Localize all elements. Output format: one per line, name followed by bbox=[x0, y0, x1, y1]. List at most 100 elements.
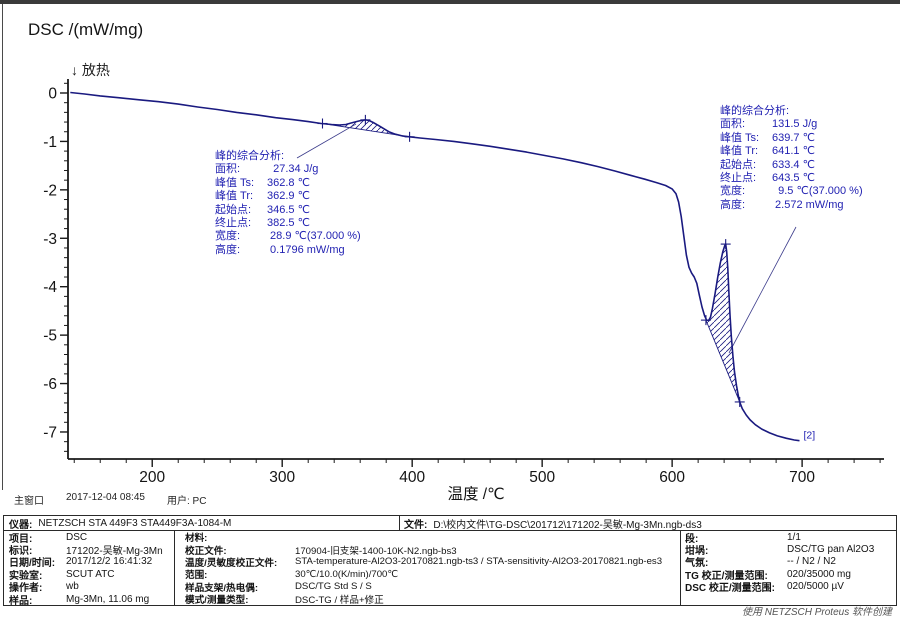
status-window-label: 主窗口 bbox=[14, 496, 44, 507]
peak-analysis-row: 终止点: 382.5 ℃ bbox=[215, 217, 361, 230]
info-label: 操作者: bbox=[9, 583, 43, 593]
peak-analysis-value: 643.5 ℃ bbox=[772, 172, 815, 185]
info-cell: 实验室: SCUT ATC bbox=[4, 568, 175, 581]
peak-analysis-label: 面积: bbox=[215, 163, 241, 176]
peak-analysis-label: 宽度: bbox=[720, 185, 746, 198]
plot-canvas[interactable]: 200 300 400 500 600 700 温度 /℃ 0 -1 -2 -3 -4 -5 -6 -7 [2… bbox=[0, 4, 900, 509]
measurement-info-table: 仪器: NETZSCH STA 449F3 STA449F3A-1084-M 文件:… bbox=[3, 515, 897, 607]
info-value: 2017/12/2 16:41:32 bbox=[66, 556, 153, 568]
info-label: 文件: bbox=[404, 519, 428, 531]
info-label: 日期/时间: bbox=[9, 558, 56, 569]
info-label: 实验室: bbox=[9, 570, 43, 581]
info-cell: 温度/灵敏度校正文件: STA-temperature-Al2O3-2017082… bbox=[175, 555, 681, 569]
y-tick-label: 0 bbox=[48, 85, 57, 102]
peak-analysis-label: 起始点: bbox=[215, 203, 252, 216]
x-tick-label: 700 bbox=[789, 469, 815, 486]
dsc-curve bbox=[70, 91, 800, 442]
proteus-credit: 使用 NETZSCH Proteus 软件创建 bbox=[741, 607, 892, 618]
peak-analysis-value: 27.34 J/g bbox=[267, 163, 319, 176]
info-cell: 日期/时间: 2017/12/2 16:41:32 bbox=[4, 555, 175, 569]
peak-analysis-row: 宽度: 9.5 ℃(37.000 %) bbox=[720, 185, 863, 198]
peak-analysis-label: 起始点: bbox=[720, 158, 757, 171]
peak-analysis-row: 高度: 0.1796 mW/mg bbox=[215, 244, 361, 257]
info-value: 170904-旧支架-1400-10K-N2.ngb-bs3 bbox=[295, 545, 457, 556]
peak-analysis-label: 峰值 Ts: bbox=[720, 131, 760, 144]
peak-analysis-row: 面积: 27.34 J/g bbox=[215, 163, 361, 176]
peak-analysis-value: 28.9 ℃(37.000 %) bbox=[267, 230, 361, 243]
window-left-edge bbox=[2, 4, 3, 490]
info-table-row: 日期/时间: 2017/12/2 16:41:32 温度/灵敏度校正文件: STA-t… bbox=[4, 555, 896, 569]
info-label: 温度/灵敏度校正文件: bbox=[185, 557, 278, 569]
peak-analysis-value: 639.7 ℃ bbox=[772, 131, 815, 144]
y-tick-label: -7 bbox=[43, 424, 57, 441]
info-table-row: 实验室: SCUT ATC 范围: 30℃/10.0(K/min)/700℃ TG 校正… bbox=[4, 568, 896, 581]
x-tick-label: 600 bbox=[659, 469, 685, 486]
x-tick-label: 200 bbox=[139, 469, 165, 486]
instrument-cell: 仪器: NETZSCH STA 449F3 STA449F3A-1084-M bbox=[4, 516, 400, 530]
dsc-thermogram[interactable]: DSC /(mW/mg) ↓ 放热 200 300 400 500 600 700 温度 /… bbox=[0, 4, 900, 509]
status-user: 用户: PC bbox=[166, 496, 207, 507]
info-value: 1/1 bbox=[787, 531, 801, 543]
x-tick-label: 500 bbox=[529, 469, 555, 486]
peak-analysis-row: 面积: 131.5 J/g bbox=[720, 118, 863, 131]
x-tick-label: 400 bbox=[399, 469, 425, 486]
peak-analysis-value: 2.572 mW/mg bbox=[772, 198, 844, 211]
peak-analysis-value: 131.5 J/g bbox=[772, 118, 818, 131]
y-tick-label: -2 bbox=[43, 182, 57, 199]
info-cell: 段: 1/1 bbox=[681, 531, 896, 544]
peak-leader-line-1 bbox=[296, 123, 357, 159]
info-cell: 项目: DSC bbox=[4, 531, 175, 544]
peak-analysis-row: 起始点: 346.5 ℃ bbox=[215, 204, 361, 217]
info-cell: 气氛: -- / N2 / N2 bbox=[681, 556, 896, 568]
peak-analysis-value: 346.5 ℃ bbox=[267, 203, 310, 216]
info-cell: 样品: Mg-3Mn, 11.06 mg bbox=[4, 592, 175, 606]
info-label: 标识: bbox=[9, 546, 33, 556]
info-cell: TG 校正/测量范围: 020/35000 mg bbox=[681, 568, 896, 581]
info-value: Mg-3Mn, 11.06 mg bbox=[66, 593, 150, 605]
peak-analysis-box-2[interactable]: 峰的综合分析: 面积: 131.5 J/g 峰值 Ts: 639.7 ℃ 峰值 Tr: 64… bbox=[720, 105, 863, 212]
x-tick-label: 300 bbox=[269, 469, 295, 486]
peak-analysis-value: 641.1 ℃ bbox=[772, 145, 815, 158]
info-cell: 校正文件: 170904-旧支架-1400-10K-N2.ngb-bs3 bbox=[175, 543, 681, 556]
peak-analysis-value: 362.9 ℃ bbox=[267, 190, 310, 203]
info-label: 仪器: bbox=[9, 519, 33, 531]
peak-analysis-row: 峰值 Tr: 641.1 ℃ bbox=[720, 145, 863, 158]
info-value: DSC/TG pan Al2O3 bbox=[787, 544, 875, 556]
info-label: 样品支架/热电偶: bbox=[185, 582, 259, 593]
peak-analysis-row: 起始点: 633.4 ℃ bbox=[720, 159, 863, 172]
info-label: 段: bbox=[685, 533, 699, 544]
peak-analysis-box-1[interactable]: 峰的综合分析: 面积: 27.34 J/g 峰值 Ts: 362.8 ℃ 峰值 Tr: 3… bbox=[215, 150, 361, 257]
peak-analysis-label: 高度: bbox=[215, 243, 241, 256]
info-value: NETZSCH STA 449F3 STA449F3A-1084-M bbox=[38, 517, 232, 529]
peak-leader-line-2 bbox=[728, 226, 797, 354]
peak-analysis-label: 高度: bbox=[720, 198, 746, 211]
info-value: wb bbox=[66, 581, 79, 593]
info-table-header-row: 仪器: NETZSCH STA 449F3 STA449F3A-1084-M 文件:… bbox=[4, 516, 896, 531]
info-cell: 坩埚: DSC/TG pan Al2O3 bbox=[681, 543, 896, 556]
info-label: 材料: bbox=[185, 533, 208, 544]
curve-index-label: [2] bbox=[804, 430, 816, 442]
peak-analysis-title: 峰的综合分析: bbox=[215, 150, 285, 162]
info-cell: 范围: 30℃/10.0(K/min)/700℃ bbox=[175, 568, 681, 581]
peak-analysis-row: 宽度: 28.9 ℃(37.000 %) bbox=[215, 230, 361, 243]
window-top-edge bbox=[0, 0, 900, 4]
info-value: DSC-TG / 样品+修正 bbox=[295, 595, 384, 606]
info-value: DSC/TG Std S / S bbox=[295, 581, 372, 593]
peak-analysis-row: 峰值 Ts: 362.8 ℃ bbox=[215, 177, 361, 190]
peak-analysis-label: 终止点: bbox=[215, 217, 252, 230]
info-value: 30℃/10.0(K/min)/700℃ bbox=[295, 568, 399, 580]
peak-analysis-value: 382.5 ℃ bbox=[267, 217, 310, 230]
info-label: 范围: bbox=[185, 570, 208, 581]
y-tick-label: -5 bbox=[43, 328, 57, 345]
peak-analysis-label: 峰值 Tr: bbox=[215, 190, 254, 203]
info-label: 坩埚: bbox=[685, 546, 709, 556]
status-datetime: 2017-12-04 08:45 bbox=[66, 492, 145, 503]
info-label: 样品: bbox=[9, 595, 33, 606]
peak-analysis-row: 终止点: 643.5 ℃ bbox=[720, 172, 863, 185]
info-cell: 标识: 171202-吴敏-Mg-3Mn bbox=[4, 543, 175, 556]
info-table-row: 样品: Mg-3Mn, 11.06 mg 模式/测量类型: DSC-TG / 样品+修… bbox=[4, 592, 896, 606]
peak-analysis-label: 终止点: bbox=[720, 172, 757, 185]
peak-analysis-value: 633.4 ℃ bbox=[772, 158, 815, 171]
info-value: 020/35000 mg bbox=[787, 568, 851, 580]
peak-analysis-row: 峰值 Ts: 639.7 ℃ bbox=[720, 132, 863, 145]
